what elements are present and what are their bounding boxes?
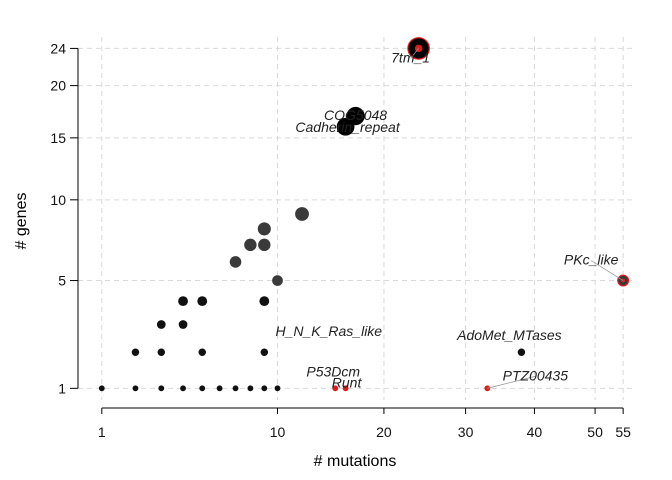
- data-point: [346, 106, 365, 126]
- y-tick-label: 15: [50, 130, 66, 146]
- data-point: [98, 385, 105, 392]
- x-tick-label: 50: [587, 424, 603, 440]
- data-point: [156, 320, 166, 329]
- data-point: [274, 385, 281, 392]
- annotation-label: PTZ00435: [503, 367, 569, 383]
- x-tick-label: 20: [376, 424, 392, 440]
- data-point: [178, 320, 188, 329]
- data-point: [197, 296, 208, 307]
- data-point: [244, 238, 257, 252]
- annotation-label: Runt: [332, 374, 363, 390]
- data-point: [517, 348, 526, 356]
- y-axis-title: # genes: [13, 193, 30, 250]
- annotation-leader: [590, 260, 624, 281]
- annotation-label: Cadherin_repeat: [295, 119, 400, 135]
- data-point: [178, 296, 188, 307]
- x-tick-label: 40: [527, 424, 543, 440]
- data-point: [332, 385, 339, 392]
- x-tick-label: 10: [270, 424, 286, 440]
- annotation-label: 7tm_1: [391, 49, 430, 65]
- grid: [78, 37, 634, 400]
- annotation-label: AdoMet_MTases: [456, 327, 562, 343]
- x-axis-title: # mutations: [314, 453, 397, 470]
- data-point: [342, 385, 349, 392]
- data-point: [229, 256, 242, 268]
- y-tick-label: 24: [50, 40, 66, 56]
- y-tick-label: 10: [50, 192, 66, 208]
- data-point: [198, 348, 206, 356]
- data-point: [232, 385, 239, 392]
- x-tick-label: 1: [98, 424, 106, 440]
- data-point: [259, 296, 270, 307]
- annotation-label: PKc_like: [564, 252, 619, 268]
- y-tick-label: 1: [58, 380, 66, 396]
- data-point: [199, 385, 206, 392]
- data-point: [131, 348, 140, 356]
- y-tick-label: 5: [58, 273, 66, 289]
- data-point: [295, 207, 309, 221]
- data-point: [272, 275, 283, 286]
- data-point: [132, 385, 139, 392]
- y-tick-label: 20: [50, 78, 66, 94]
- data-point: [261, 385, 268, 392]
- data-point: [247, 385, 254, 392]
- x-tick-label: 55: [615, 424, 631, 440]
- annotation-label: H_N_K_Ras_like: [275, 323, 382, 339]
- data-point: [157, 348, 166, 356]
- annotation-leader: [487, 375, 536, 389]
- data-point: [260, 348, 269, 356]
- data-point: [257, 222, 271, 236]
- data-point: [180, 385, 186, 392]
- data-point: [158, 385, 165, 392]
- annotation-leader: [410, 48, 419, 59]
- annotation-label: P53Dcm: [306, 363, 360, 379]
- data-point: [258, 238, 271, 252]
- annotation-label: COG5048: [324, 107, 387, 123]
- x-tick-label: 30: [458, 424, 474, 440]
- data-point: [216, 385, 223, 392]
